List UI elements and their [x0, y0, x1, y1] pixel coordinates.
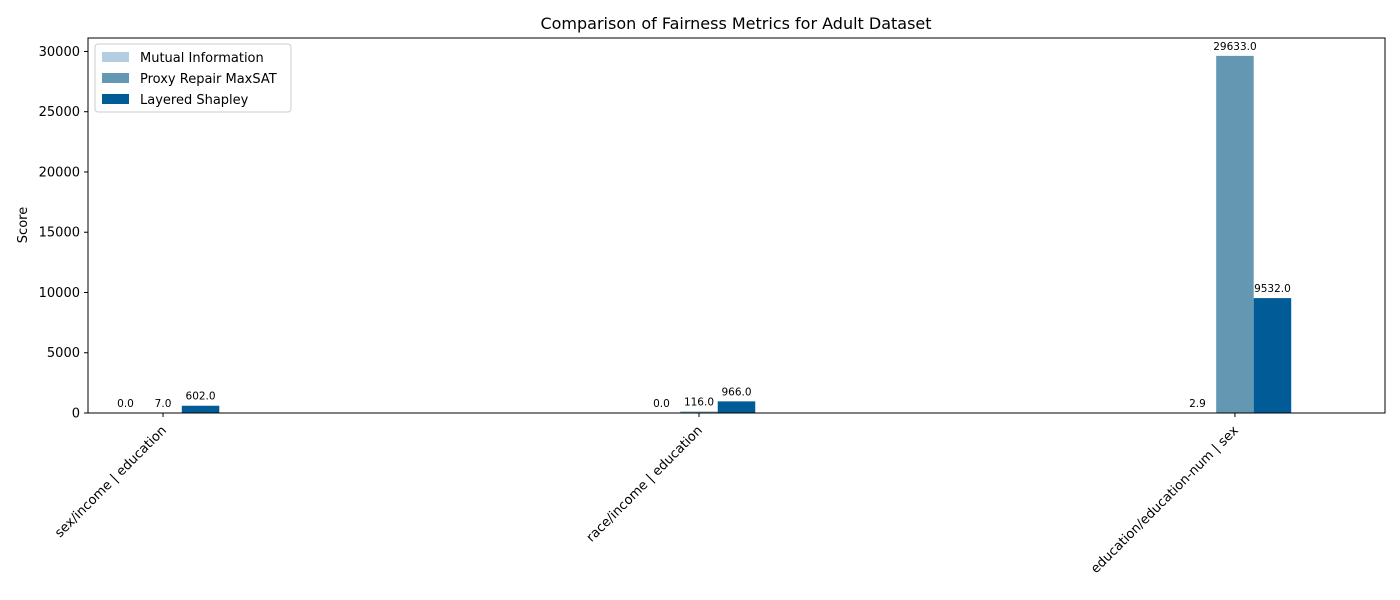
legend-label: Mutual Information [140, 51, 264, 66]
x-tick-label: sex/income | education [52, 423, 170, 541]
y-tick-label: 5000 [47, 346, 80, 361]
y-tick-label: 30000 [39, 45, 80, 60]
bar-layered-shapley-0 [181, 405, 220, 413]
y-tick-label: 10000 [39, 286, 80, 301]
data-label: 9532.0 [1254, 283, 1291, 295]
data-label: 29633.0 [1213, 41, 1256, 53]
bar-proxy-repair-maxsat-1 [680, 411, 718, 413]
legend-label: Layered Shapley [140, 93, 249, 108]
y-axis-label: Score [16, 207, 31, 243]
data-label: 116.0 [684, 397, 714, 409]
y-tick-label: 25000 [39, 105, 80, 120]
bar-layered-shapley-2 [1253, 298, 1292, 413]
axes-frame [87, 37, 1386, 414]
data-label: 602.0 [186, 391, 216, 403]
legend-box [94, 43, 292, 113]
x-tick-label: education/education-num | sex [1088, 423, 1242, 577]
y-tick-label: 0 [72, 407, 80, 422]
data-label: 966.0 [721, 386, 751, 398]
legend: Mutual Information Proxy Repair MaxSAT Lay… [94, 43, 292, 113]
plot-area: 0.0 0.0 2.9 7.0 116.0 29633.0 602.0 966.0 9532.0… [39, 37, 1386, 577]
y-tick-label: 20000 [39, 165, 80, 180]
legend-label: Proxy Repair MaxSAT [140, 72, 277, 87]
data-label: 0.0 [117, 398, 134, 410]
bar-proxy-repair-maxsat-2 [1216, 55, 1254, 413]
y-tick-label: 15000 [39, 226, 80, 241]
data-label: 0.0 [653, 398, 670, 410]
data-label: 7.0 [155, 398, 172, 410]
legend-swatch [102, 73, 129, 83]
chart-title: Comparison of Fairness Metrics for Adult… [540, 14, 931, 33]
data-label: 2.9 [1189, 398, 1206, 410]
bar-layered-shapley-1 [717, 401, 756, 413]
legend-swatch [102, 52, 129, 62]
x-tick-label: race/income | education [584, 423, 706, 545]
legend-swatch [102, 94, 129, 104]
